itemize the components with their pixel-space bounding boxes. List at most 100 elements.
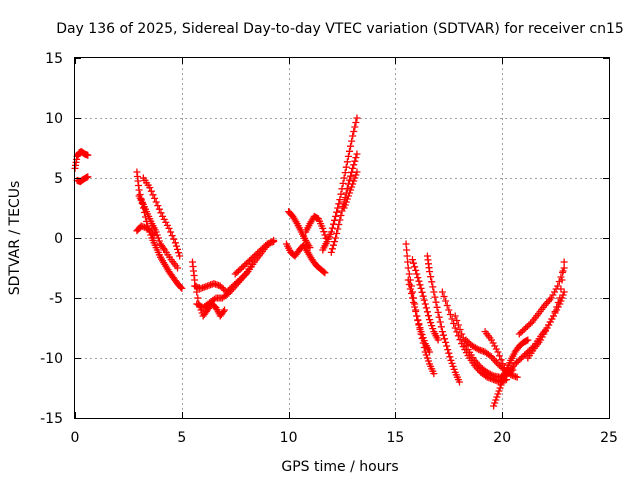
- series-arc-21: [438, 288, 510, 386]
- x-tick-label: 10: [280, 430, 298, 446]
- data-point: [135, 186, 143, 194]
- data-point: [404, 258, 412, 266]
- data-point: [418, 288, 426, 296]
- data-point: [244, 258, 252, 266]
- data-point: [336, 216, 344, 224]
- data-point: [155, 237, 163, 245]
- data-point: [402, 240, 410, 248]
- data-point: [450, 365, 458, 373]
- data-point: [233, 269, 241, 276]
- x-tick-label: 25: [600, 430, 618, 446]
- data-point: [527, 320, 535, 327]
- data-point: [543, 324, 551, 332]
- data-point: [159, 212, 167, 220]
- data-point: [336, 196, 344, 204]
- data-point: [320, 228, 328, 236]
- data-point: [496, 352, 504, 360]
- x-axis-label: GPS time / hours: [281, 459, 398, 475]
- data-point: [558, 276, 566, 284]
- data-point: [518, 327, 526, 335]
- data-point: [345, 147, 353, 155]
- data-point: [178, 284, 186, 292]
- data-point: [417, 328, 425, 336]
- data-point: [350, 161, 358, 169]
- data-point: [557, 273, 565, 281]
- data-point: [332, 234, 340, 242]
- data-point: [439, 331, 447, 339]
- data-point: [456, 326, 464, 333]
- data-point: [410, 259, 418, 267]
- data-point: [494, 390, 502, 398]
- data-point: [455, 378, 463, 386]
- data-point: [351, 157, 359, 165]
- data-point: [162, 218, 170, 226]
- y-tick-label: -15: [40, 411, 63, 427]
- data-point: [540, 330, 548, 338]
- data-point: [350, 177, 358, 185]
- data-point: [239, 263, 247, 270]
- data-point: [486, 352, 494, 360]
- data-point: [557, 285, 565, 293]
- data-point: [418, 331, 426, 339]
- data-point: [438, 288, 446, 296]
- data-point: [342, 163, 350, 171]
- data-point: [547, 294, 555, 302]
- data-point: [236, 266, 244, 273]
- data-point: [342, 198, 350, 206]
- data-point: [488, 371, 496, 379]
- data-point: [333, 208, 341, 216]
- data-point: [348, 137, 356, 145]
- data-point: [420, 296, 428, 304]
- axis-ticks: [75, 58, 610, 419]
- data-point: [434, 308, 442, 316]
- data-point: [448, 315, 456, 323]
- data-point: [426, 268, 434, 276]
- data-point: [337, 212, 345, 219]
- data-point: [335, 221, 343, 228]
- series-arc-13: [302, 212, 331, 246]
- data-point: [431, 293, 439, 301]
- data-point: [438, 328, 446, 336]
- data-point: [246, 257, 254, 264]
- data-point: [175, 249, 183, 257]
- series-arc-17: [402, 240, 438, 378]
- data-point: [247, 255, 255, 263]
- data-point: [334, 204, 342, 212]
- data-point: [351, 174, 359, 182]
- data-point: [538, 333, 546, 341]
- data-point: [329, 241, 337, 249]
- data-point: [432, 298, 440, 306]
- data-point: [430, 288, 438, 296]
- y-tick-labels: -15 -10 -5 0 5 10 15: [40, 51, 63, 427]
- data-point: [219, 285, 227, 293]
- data-point: [556, 294, 564, 302]
- data-point: [250, 252, 258, 260]
- data-point: [416, 324, 424, 332]
- data-point: [344, 192, 352, 200]
- data-point: [403, 252, 411, 260]
- data-point: [347, 142, 355, 150]
- series-arc-14: [319, 114, 361, 254]
- data-point: [160, 245, 168, 252]
- data-point: [488, 336, 496, 344]
- data-points: [71, 114, 568, 410]
- data-point: [522, 324, 530, 332]
- data-point: [408, 256, 416, 264]
- data-point: [413, 312, 421, 320]
- data-point: [462, 336, 470, 344]
- data-point: [163, 221, 171, 229]
- data-point: [407, 290, 415, 297]
- data-point: [157, 209, 165, 217]
- data-point: [517, 354, 525, 362]
- data-point: [495, 387, 503, 395]
- data-point: [146, 184, 154, 192]
- data-point: [489, 339, 497, 347]
- data-point: [411, 303, 419, 311]
- data-point: [353, 168, 361, 176]
- data-point: [328, 224, 336, 232]
- data-point: [410, 299, 418, 306]
- data-point: [454, 321, 462, 329]
- data-point: [421, 300, 429, 308]
- x-tick-labels: 0 5 10 15 20 25: [71, 430, 618, 446]
